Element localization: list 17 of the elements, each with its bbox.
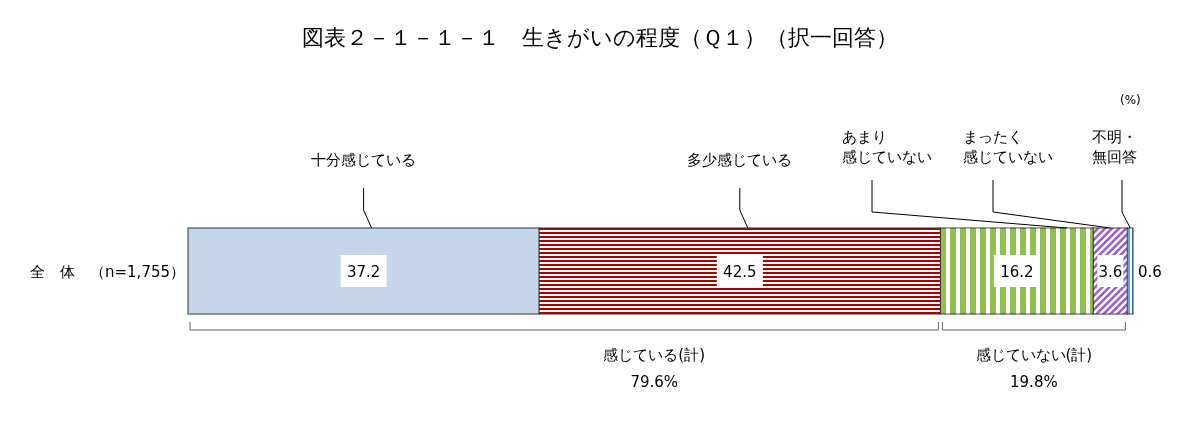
text: 十分感じている [311,151,417,169]
data-label: 0.6 [1138,263,1162,281]
chart-title: 図表２－１－１－１ 生きがいの程度（Ｑ１）（択一回答） [302,25,898,50]
text: 不明・無回答 [1092,128,1137,166]
data-label: 37.2 [346,263,381,281]
text: (%) [1120,93,1141,107]
text: 感じていない(計) [975,346,1093,364]
data-label: 42.5 [723,263,757,281]
text: あまり感じていない [842,128,932,166]
text: 多少感じている [687,151,793,169]
text: 79.6% [630,373,679,391]
data-label: 16.2 [1000,263,1034,281]
y-tick-label: 全 体 （n=1,755） [30,263,186,281]
text: 19.8% [1010,373,1058,391]
text: 感じている(計) [603,346,706,364]
text: まったく感じていない [963,128,1053,166]
data-label: 3.6 [1098,263,1123,281]
